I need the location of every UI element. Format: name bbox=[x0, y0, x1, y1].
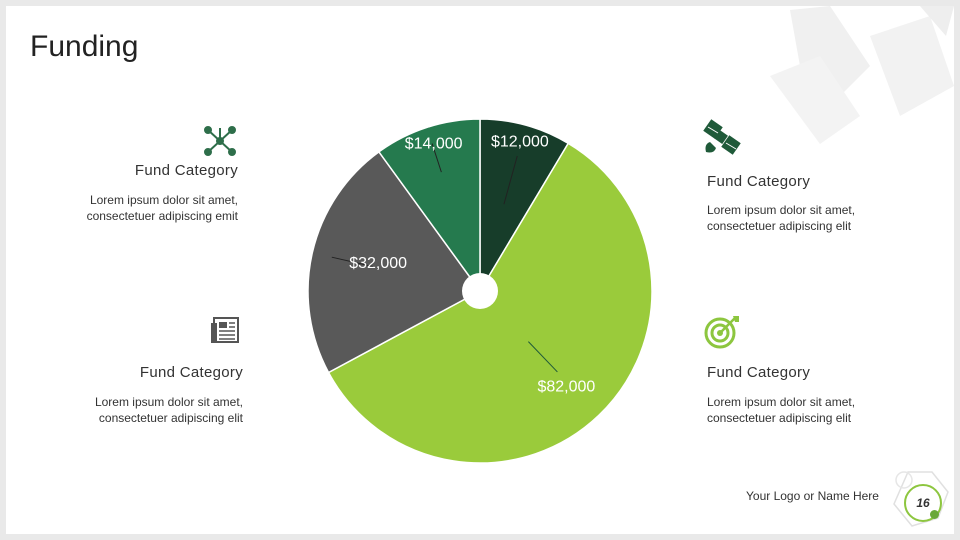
fund-desc-1-line1: Lorem ipsum dolor sit amet, bbox=[89, 193, 238, 207]
fund-desc-3: Lorem ipsum dolor sit amet, consectetuer… bbox=[43, 394, 243, 426]
pie-leader-line-3 bbox=[331, 256, 373, 268]
pie-data-label-1: $12,000 bbox=[491, 133, 549, 150]
pie-leader-line-1 bbox=[503, 155, 518, 205]
fund-desc-4-line1: Lorem ipsum dolor sit amet, bbox=[707, 395, 856, 409]
fund-desc-3-line2: consectetuer adipiscing elit bbox=[98, 411, 243, 425]
pie-leader-line-4 bbox=[431, 143, 442, 173]
page-title: Funding bbox=[30, 30, 139, 63]
fund-title-4: Fund Category bbox=[707, 364, 811, 381]
pie-leader-line-2 bbox=[528, 341, 558, 373]
pie-data-label-4: $14,000 bbox=[405, 135, 463, 152]
fund-desc-4: Lorem ipsum dolor sit amet, consectetuer… bbox=[707, 394, 907, 426]
page-number-dot bbox=[930, 510, 939, 519]
fund-desc-2-line1: Lorem ipsum dolor sit amet, bbox=[707, 203, 856, 217]
pie-slice-4 bbox=[377, 118, 481, 294]
footer-decor-hexagon bbox=[893, 471, 949, 527]
fund-desc-2: Lorem ipsum dolor sit amet, consectetuer… bbox=[707, 202, 907, 234]
fund-desc-1: Lorem ipsum dolor sit amet, consectetuer… bbox=[40, 192, 238, 224]
logo-text: Your Logo or Name Here bbox=[746, 489, 879, 503]
fund-desc-2-line2: consectetuer adipiscing elit bbox=[707, 219, 852, 233]
fund-title-3: Fund Category bbox=[139, 364, 243, 381]
target-icon bbox=[704, 316, 739, 349]
fund-desc-1-line2: consectetuer adipiscing emit bbox=[86, 209, 238, 223]
pie-center-hole bbox=[462, 273, 498, 309]
pie-data-label-3: $32,000 bbox=[349, 255, 407, 272]
fund-title-2: Fund Category bbox=[707, 173, 811, 190]
fund-title-1: Fund Category bbox=[134, 162, 238, 179]
fund-desc-4-line2: consectetuer adipiscing elit bbox=[707, 411, 852, 425]
pie-data-label-2: $82,000 bbox=[537, 378, 595, 395]
pie-slice-3 bbox=[307, 150, 482, 374]
network-icon bbox=[204, 126, 236, 156]
fund-desc-3-line1: Lorem ipsum dolor sit amet, bbox=[94, 395, 243, 409]
pie-slice-1 bbox=[479, 118, 570, 294]
decorative-polygon-shapes bbox=[770, 6, 954, 144]
satellite-icon bbox=[703, 119, 741, 155]
newspaper-icon bbox=[211, 317, 239, 343]
